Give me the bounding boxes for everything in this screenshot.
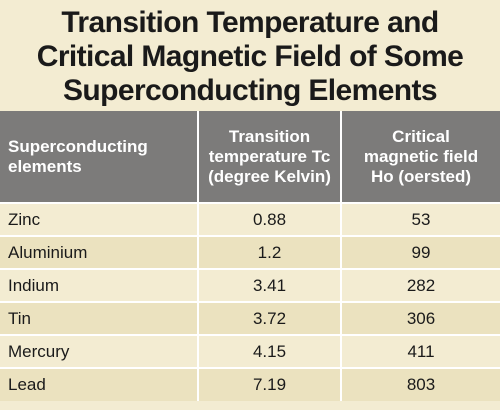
header-line: elements (8, 156, 82, 176)
cell-temperature: 1.2 (197, 235, 341, 269)
cell-temperature: 7.19 (197, 367, 341, 401)
cell-field: 282 (340, 268, 500, 302)
header-line: Transition (228, 126, 311, 146)
table-header: Superconducting elements Transition temp… (0, 111, 500, 203)
header-line: (degree Kelvin) (208, 166, 331, 186)
column-header-element: Superconducting elements (0, 111, 198, 203)
cell-temperature: 0.88 (197, 202, 341, 236)
column-header-field: Critical magnetic field Ho (oersted) (340, 111, 500, 203)
cell-temperature: 3.41 (197, 268, 341, 302)
header-line: Superconducting (8, 136, 148, 156)
title-line-3: Superconducting Elements (63, 74, 438, 107)
table-row: Aluminium 1.2 99 (0, 235, 500, 269)
table-row: Tin 3.72 306 (0, 301, 500, 335)
table-row: Mercury 4.15 411 (0, 334, 500, 368)
table-body: Zinc 0.88 53 Aluminium 1.2 99 Indium 3.4… (0, 202, 500, 401)
title-line-1: Transition Temperature and (61, 6, 439, 39)
table-row: Zinc 0.88 53 (0, 202, 500, 236)
superconductors-table: Superconducting elements Transition temp… (0, 111, 500, 401)
header-line: temperature Tc (208, 146, 331, 166)
cell-temperature: 4.15 (197, 334, 341, 368)
column-header-temperature: Transition temperature Tc (degree Kelvin… (197, 111, 341, 203)
title-line-2: Critical Magnetic Field of Some (36, 40, 464, 73)
cell-element: Indium (0, 268, 198, 302)
cell-element: Lead (0, 367, 198, 401)
cell-field: 411 (340, 334, 500, 368)
header-line: Ho (oersted) (370, 166, 472, 186)
cell-field: 803 (340, 367, 500, 401)
cell-field: 306 (340, 301, 500, 335)
cell-element: Mercury (0, 334, 198, 368)
table-row: Lead 7.19 803 (0, 367, 500, 401)
cell-temperature: 3.72 (197, 301, 341, 335)
header-row: Superconducting elements Transition temp… (0, 111, 500, 203)
header-line: magnetic field (363, 146, 479, 166)
cell-element: Zinc (0, 202, 198, 236)
cell-element: Tin (0, 301, 198, 335)
cell-field: 99 (340, 235, 500, 269)
header-line: Critical (392, 126, 450, 146)
cell-field: 53 (340, 202, 500, 236)
page-title: Transition Temperature and Critical Magn… (0, 0, 500, 111)
table-row: Indium 3.41 282 (0, 268, 500, 302)
cell-element: Aluminium (0, 235, 198, 269)
